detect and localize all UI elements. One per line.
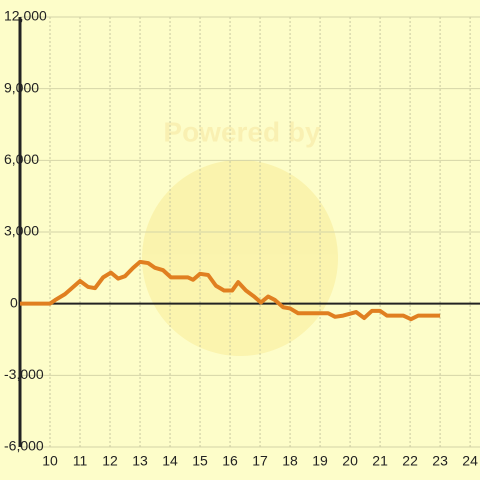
x-tick-label: 13 [132, 453, 148, 469]
y-tick-label: 12,000 [4, 8, 47, 24]
x-tick-label: 19 [312, 453, 328, 469]
x-tick-label: 21 [372, 453, 388, 469]
x-tick-label: 14 [162, 453, 178, 469]
x-tick-label: 15 [192, 453, 208, 469]
y-tick-label: 0 [10, 294, 18, 310]
x-tick-label: 23 [432, 453, 448, 469]
x-tick-label: 24 [462, 453, 478, 469]
y-tick-label: 3,000 [4, 223, 39, 239]
x-tick-label: 16 [222, 453, 238, 469]
data-line [20, 259, 441, 322]
watermark-text: Powered by [163, 116, 321, 147]
x-tick-label: 10 [42, 453, 58, 469]
x-tick-label: 22 [402, 453, 418, 469]
x-tick-label: 12 [102, 453, 118, 469]
x-tick-label: 11 [73, 453, 88, 469]
watermark: Powered by [142, 116, 338, 356]
x-tick-label: 17 [252, 453, 268, 469]
y-tick-label: 6,000 [4, 151, 39, 167]
x-tick-label: 20 [342, 453, 358, 469]
y-tick-label: -6,000 [4, 438, 44, 454]
x-tick-label: 18 [282, 453, 298, 469]
watermark-logo [142, 160, 338, 356]
y-tick-label: -3,000 [4, 366, 44, 382]
y-tick-label: 9,000 [4, 79, 39, 95]
